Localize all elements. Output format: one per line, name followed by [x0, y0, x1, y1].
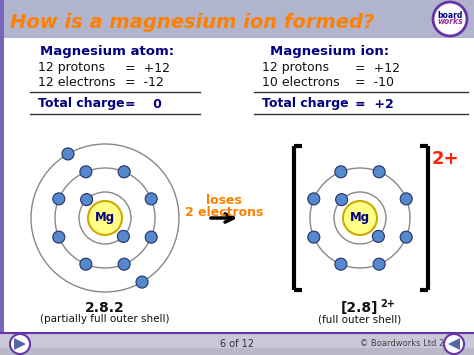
- Text: (full outer shell): (full outer shell): [319, 314, 401, 324]
- Text: works: works: [437, 17, 463, 27]
- Bar: [0, 333, 474, 355]
- Text: 12 protons: 12 protons: [38, 61, 105, 75]
- Polygon shape: [448, 338, 460, 350]
- Circle shape: [308, 193, 320, 205]
- Circle shape: [336, 193, 347, 206]
- Circle shape: [62, 148, 74, 160]
- Text: 6 of 12: 6 of 12: [220, 339, 254, 349]
- Circle shape: [335, 166, 347, 178]
- Text: Total charge: Total charge: [38, 98, 125, 110]
- Text: 12 electrons: 12 electrons: [38, 76, 116, 89]
- Circle shape: [373, 166, 385, 178]
- Circle shape: [400, 193, 412, 205]
- Text: 2+: 2+: [380, 299, 395, 309]
- Circle shape: [118, 258, 130, 270]
- Polygon shape: [14, 338, 26, 350]
- Bar: [0, 0, 4, 340]
- Text: Magnesium ion:: Magnesium ion:: [271, 45, 390, 59]
- Circle shape: [308, 231, 320, 243]
- Circle shape: [10, 334, 30, 354]
- Text: 10 electrons: 10 electrons: [262, 76, 340, 89]
- Text: How is a magnesium ion formed?: How is a magnesium ion formed?: [10, 13, 374, 33]
- Circle shape: [81, 193, 92, 206]
- Text: 2.8.2: 2.8.2: [85, 301, 125, 315]
- Text: 2 electrons: 2 electrons: [185, 207, 263, 219]
- Text: 12 protons: 12 protons: [262, 61, 329, 75]
- Circle shape: [118, 230, 129, 242]
- Circle shape: [53, 193, 65, 205]
- Text: [2.8]: [2.8]: [341, 301, 379, 315]
- Circle shape: [136, 276, 148, 288]
- Text: loses: loses: [206, 193, 242, 207]
- Text: Total charge: Total charge: [262, 98, 348, 110]
- Bar: [0, 348, 474, 355]
- Text: board: board: [438, 11, 463, 20]
- Text: =    0: = 0: [125, 98, 162, 110]
- Circle shape: [118, 166, 130, 178]
- Text: © Boardworks Ltd 2009: © Boardworks Ltd 2009: [360, 339, 460, 349]
- Circle shape: [400, 231, 412, 243]
- Circle shape: [145, 231, 157, 243]
- Circle shape: [373, 230, 384, 242]
- Circle shape: [53, 231, 65, 243]
- Text: Mg: Mg: [95, 212, 115, 224]
- Text: Mg: Mg: [350, 212, 370, 224]
- Bar: [0, 38, 474, 338]
- Text: 2+: 2+: [432, 150, 459, 168]
- Text: =  +12: = +12: [355, 61, 400, 75]
- Text: =  -10: = -10: [355, 76, 394, 89]
- Bar: [0, 0, 474, 38]
- Circle shape: [343, 201, 377, 235]
- Text: =  +12: = +12: [125, 61, 170, 75]
- Circle shape: [433, 2, 467, 36]
- Circle shape: [335, 258, 347, 270]
- Circle shape: [80, 166, 92, 178]
- Text: =  -12: = -12: [125, 76, 164, 89]
- Text: =  +2: = +2: [355, 98, 394, 110]
- Text: (partially full outer shell): (partially full outer shell): [40, 314, 170, 324]
- Circle shape: [145, 193, 157, 205]
- Circle shape: [88, 201, 122, 235]
- Circle shape: [373, 258, 385, 270]
- Circle shape: [444, 334, 464, 354]
- Text: Magnesium atom:: Magnesium atom:: [40, 45, 174, 59]
- Circle shape: [80, 258, 92, 270]
